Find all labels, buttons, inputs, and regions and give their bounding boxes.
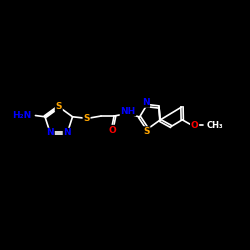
Text: NH: NH: [120, 106, 136, 116]
Text: N: N: [64, 128, 71, 138]
Text: H₂N: H₂N: [12, 111, 31, 120]
Text: CH₃: CH₃: [206, 121, 223, 130]
Text: S: S: [143, 127, 150, 136]
Text: S: S: [56, 102, 62, 111]
Text: N: N: [142, 98, 149, 107]
Text: O: O: [191, 121, 198, 130]
Text: S: S: [83, 114, 90, 122]
Text: N: N: [46, 128, 54, 138]
Text: O: O: [109, 126, 117, 134]
